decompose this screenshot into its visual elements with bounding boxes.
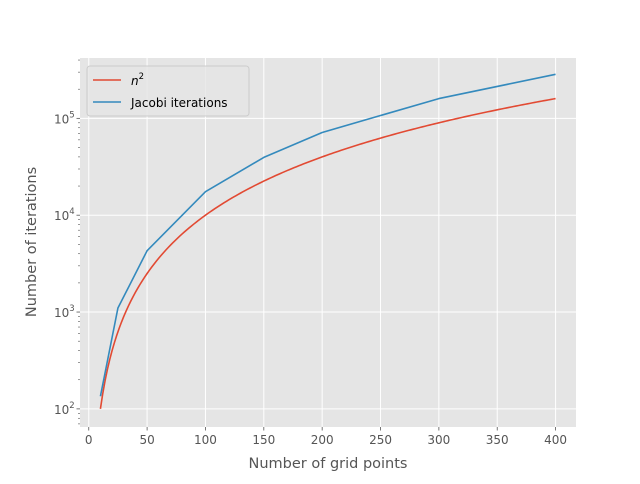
- n-squared-line: [99, 97, 556, 410]
- y-tick-label: 103: [54, 304, 75, 320]
- legend: n2 Jacobi iterations: [86, 65, 250, 117]
- series-layer: [99, 73, 556, 410]
- x-tick-label: 300: [427, 433, 450, 447]
- x-tick-label: 350: [486, 433, 509, 447]
- x-tick-label: 150: [252, 433, 275, 447]
- y-tick-label: 102: [54, 401, 75, 417]
- legend-label: n2: [131, 72, 144, 88]
- y-tick-label: 104: [54, 207, 75, 223]
- y-tick-label: 105: [54, 110, 75, 126]
- jacobi-iterations-line: [99, 73, 556, 397]
- x-tick-label: 100: [194, 433, 217, 447]
- y-axis-label: Number of iterations: [24, 167, 40, 317]
- x-tick-label: 250: [369, 433, 392, 447]
- x-axis-label: Number of grid points: [249, 456, 408, 472]
- x-tick-label: 0: [85, 433, 93, 447]
- legend-label: Jacobi iterations: [130, 96, 228, 110]
- x-tick-label: 50: [139, 433, 154, 447]
- x-tick-label: 200: [311, 433, 334, 447]
- plot-area: [80, 58, 576, 427]
- grid: [80, 58, 576, 427]
- axes-layer: 0 50 100 150 200 250 300 350 400 102 103 104 105: [54, 59, 567, 447]
- legend-box: [86, 65, 250, 117]
- x-tick-label: 400: [544, 433, 567, 447]
